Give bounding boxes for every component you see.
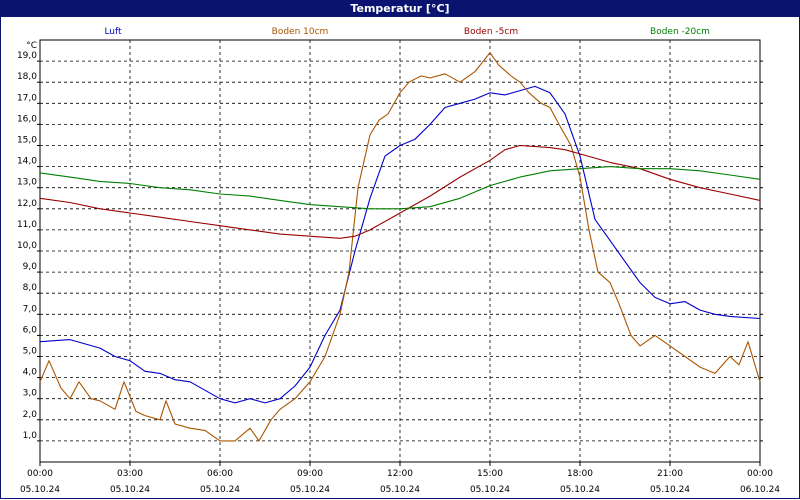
y-tick-label: 3,0	[23, 389, 38, 399]
y-tick-label: 1,0	[23, 431, 38, 441]
y-tick-label: 4,0	[23, 368, 38, 378]
x-tick-date: 05.10.24	[650, 485, 690, 495]
x-tick-time: 12:00	[387, 469, 413, 479]
y-axis-unit: °C	[26, 41, 37, 51]
series-line-boden-5cm	[39, 144, 761, 239]
y-tick-label: 19,0	[17, 51, 37, 61]
y-tick-label: 18,0	[17, 72, 37, 82]
y-tick-label: 6,0	[23, 325, 38, 335]
y-tick-label: 12,0	[17, 199, 37, 209]
x-tick-date: 05.10.24	[200, 485, 240, 495]
x-tick-date: 05.10.24	[380, 485, 420, 495]
chart-title: Temperatur [°C]	[0, 0, 800, 17]
series-line-luft	[39, 85, 761, 404]
x-tick-date: 05.10.24	[470, 485, 510, 495]
y-tick-label: 8,0	[23, 283, 38, 293]
y-tick-label: 16,0	[17, 114, 37, 124]
series-line-boden-10cm	[39, 52, 761, 442]
series-line-boden-20cm	[39, 166, 761, 210]
x-tick-time: 06:00	[207, 469, 233, 479]
y-tick-label: 15,0	[17, 136, 37, 146]
y-tick-label: 14,0	[17, 157, 37, 167]
y-tick-label: 5,0	[23, 347, 38, 357]
x-tick-date: 05.10.24	[560, 485, 600, 495]
x-tick-time: 09:00	[297, 469, 323, 479]
x-tick-time: 03:00	[117, 469, 143, 479]
x-tick-time: 21:00	[657, 469, 683, 479]
legend-entry: Boden -20cm	[650, 27, 710, 37]
x-tick-date: 05.10.24	[20, 485, 60, 495]
y-tick-label: 7,0	[23, 304, 38, 314]
x-tick-date: 06.10.24	[740, 485, 780, 495]
y-tick-label: 17,0	[17, 93, 37, 103]
y-tick-label: 11,0	[17, 220, 37, 230]
legend-entry: Luft	[104, 27, 122, 37]
x-tick-time: 18:00	[567, 469, 593, 479]
x-tick-time: 00:00	[747, 469, 773, 479]
legend-entry: Boden -5cm	[464, 27, 518, 37]
y-tick-label: 2,0	[23, 410, 38, 420]
x-tick-time: 00:00	[27, 469, 53, 479]
x-tick-date: 05.10.24	[110, 485, 150, 495]
y-tick-label: 10,0	[17, 241, 37, 251]
x-tick-date: 05.10.24	[290, 485, 330, 495]
y-tick-label: 9,0	[23, 262, 38, 272]
y-tick-label: 13,0	[17, 178, 37, 188]
legend-entry: Boden 10cm	[272, 27, 329, 37]
x-tick-time: 15:00	[477, 469, 503, 479]
